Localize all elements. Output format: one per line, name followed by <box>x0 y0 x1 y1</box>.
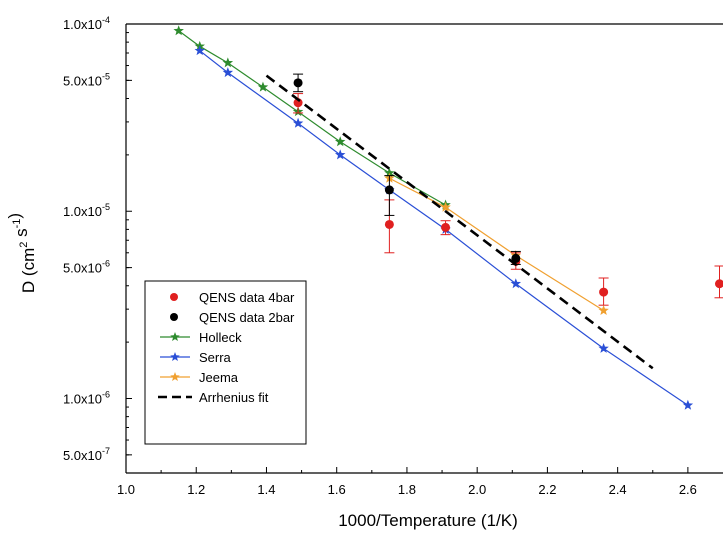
y-tick-label: 5.0x10-5 <box>63 71 110 88</box>
legend-marker <box>170 332 180 342</box>
data-point <box>440 201 451 212</box>
axes: 1.0 1.2 1.4 1.6 1.8 2.0 2.2 2.4 2.6 1.0x10-4 5.0x1… <box>63 15 723 497</box>
fit-line <box>265 74 654 370</box>
legend-item-qens-data-2bar: QENS data 2bar <box>170 310 295 325</box>
plot-area <box>173 25 723 410</box>
data-point <box>441 222 451 232</box>
x-tick-label: 2.2 <box>538 482 556 497</box>
legend-box <box>144 280 307 445</box>
data-point <box>292 117 304 128</box>
legend-item-serra: Serra <box>160 350 232 365</box>
legend-item-jeema: Jeema <box>160 370 239 385</box>
data-point <box>222 57 234 68</box>
legend-item-holleck: Holleck <box>160 330 242 345</box>
data-point <box>598 342 609 353</box>
legend-item-qens-data-4bar: QENS data 4bar <box>170 290 295 305</box>
data-point <box>510 278 522 289</box>
x-tick-label: 2.6 <box>679 482 697 497</box>
data-point <box>384 185 394 195</box>
x-tick-label: 1.0 <box>117 482 135 497</box>
legend-item-arrhenius-fit: Arrhenius fit <box>158 390 269 405</box>
series-arrhenius-fit <box>265 74 654 370</box>
data-point <box>222 67 234 78</box>
data-point <box>384 219 394 229</box>
data-point <box>257 81 269 92</box>
y-tick-label: 1.0x10-4 <box>63 15 110 32</box>
data-point <box>334 136 346 147</box>
legend-marker <box>170 372 180 382</box>
series-line <box>178 30 446 206</box>
plot-clipped <box>173 25 723 410</box>
data-point <box>598 305 609 315</box>
x-tick-label: 2.0 <box>468 482 486 497</box>
legend-label: Holleck <box>199 330 242 345</box>
data-point <box>334 149 346 160</box>
legend-label: Arrhenius fit <box>199 390 269 405</box>
legend-label: Jeema <box>199 370 239 385</box>
x-tick-label: 2.4 <box>609 482 627 497</box>
legend-label: QENS data 4bar <box>199 290 295 305</box>
series-qens-data-2bar <box>293 73 521 265</box>
x-tick-label: 1.2 <box>187 482 205 497</box>
data-point <box>682 399 694 410</box>
y-tick-label: 5.0x10-6 <box>63 259 110 276</box>
y-axis-title: D (cm2 s-1) <box>5 213 38 293</box>
x-axis-title: 1000/Temperature (1/K) <box>338 511 518 530</box>
legend-marker <box>170 293 178 301</box>
legend-label: QENS data 2bar <box>199 310 295 325</box>
y-tick-label: 1.0x10-5 <box>63 202 110 219</box>
x-tick-label: 1.8 <box>398 482 416 497</box>
data-point <box>173 25 184 36</box>
legend-label: Serra <box>199 350 232 365</box>
data-point <box>293 78 303 88</box>
data-point <box>714 279 723 289</box>
y-tick-label: 5.0x10-7 <box>63 446 110 463</box>
series-jeema <box>384 172 609 315</box>
y-tick-label: 1.0x10-6 <box>63 389 110 406</box>
series-holleck <box>173 25 451 210</box>
legend-marker <box>170 313 178 321</box>
legend-marker <box>170 352 180 362</box>
series-qens-data-4bar <box>293 93 723 306</box>
data-point <box>194 45 205 56</box>
x-tick-label: 1.6 <box>328 482 346 497</box>
data-point <box>599 287 609 297</box>
legend: QENS data 4bar QENS data 2bar Holleck Serra… <box>144 280 307 445</box>
x-tick-label: 1.4 <box>257 482 275 497</box>
data-point <box>511 253 521 263</box>
data-point <box>384 167 395 178</box>
series-line <box>389 177 604 312</box>
